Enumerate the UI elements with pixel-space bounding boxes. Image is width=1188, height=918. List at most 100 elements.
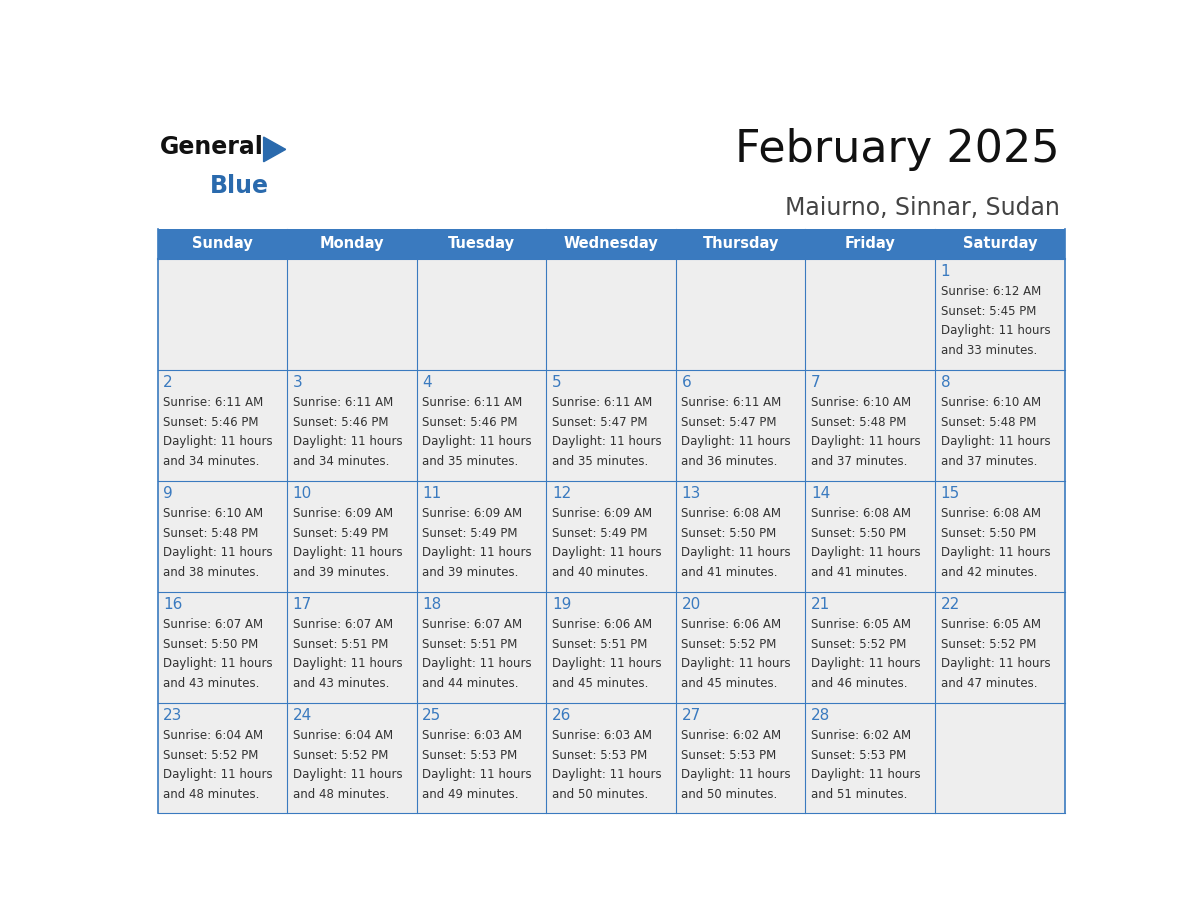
Text: Sunrise: 6:09 AM: Sunrise: 6:09 AM <box>292 508 393 521</box>
Text: and 47 minutes.: and 47 minutes. <box>941 677 1037 689</box>
Text: and 51 minutes.: and 51 minutes. <box>811 788 908 800</box>
Text: Sunrise: 6:11 AM: Sunrise: 6:11 AM <box>163 397 264 409</box>
Text: and 34 minutes.: and 34 minutes. <box>163 454 260 467</box>
Text: Daylight: 11 hours: Daylight: 11 hours <box>941 435 1050 448</box>
Polygon shape <box>264 137 285 162</box>
Text: 10: 10 <box>292 487 312 501</box>
Text: Sunrise: 6:06 AM: Sunrise: 6:06 AM <box>682 618 782 632</box>
Text: 26: 26 <box>552 708 571 723</box>
Bar <box>287 229 417 259</box>
Bar <box>417 702 546 813</box>
Text: Daylight: 11 hours: Daylight: 11 hours <box>163 546 273 559</box>
Text: Daylight: 11 hours: Daylight: 11 hours <box>163 435 273 448</box>
Text: Daylight: 11 hours: Daylight: 11 hours <box>682 768 791 781</box>
Text: Daylight: 11 hours: Daylight: 11 hours <box>811 546 921 559</box>
Text: Sunset: 5:48 PM: Sunset: 5:48 PM <box>811 416 906 429</box>
Text: 14: 14 <box>811 487 830 501</box>
Text: and 39 minutes.: and 39 minutes. <box>423 565 519 578</box>
Text: Sunrise: 6:05 AM: Sunrise: 6:05 AM <box>941 618 1041 632</box>
Text: 1: 1 <box>941 264 950 279</box>
Text: Sunset: 5:52 PM: Sunset: 5:52 PM <box>941 638 1036 651</box>
Text: Daylight: 11 hours: Daylight: 11 hours <box>552 546 662 559</box>
Text: Sunset: 5:46 PM: Sunset: 5:46 PM <box>163 416 259 429</box>
Text: and 42 minutes.: and 42 minutes. <box>941 565 1037 578</box>
Bar <box>935 591 1064 702</box>
Text: Sunrise: 6:09 AM: Sunrise: 6:09 AM <box>552 508 652 521</box>
Text: Sunset: 5:45 PM: Sunset: 5:45 PM <box>941 305 1036 318</box>
Text: Sunset: 5:51 PM: Sunset: 5:51 PM <box>292 638 388 651</box>
Text: Sunset: 5:47 PM: Sunset: 5:47 PM <box>682 416 777 429</box>
Text: Sunset: 5:49 PM: Sunset: 5:49 PM <box>552 527 647 540</box>
Text: 7: 7 <box>811 375 821 390</box>
Bar <box>287 370 417 480</box>
Text: and 45 minutes.: and 45 minutes. <box>552 677 649 689</box>
Text: 24: 24 <box>292 708 312 723</box>
Text: 25: 25 <box>423 708 442 723</box>
Text: Sunrise: 6:10 AM: Sunrise: 6:10 AM <box>941 397 1041 409</box>
Text: Sunrise: 6:05 AM: Sunrise: 6:05 AM <box>811 618 911 632</box>
Text: Sunset: 5:53 PM: Sunset: 5:53 PM <box>682 749 777 762</box>
Text: and 39 minutes.: and 39 minutes. <box>292 565 390 578</box>
Bar <box>676 259 805 370</box>
Text: Saturday: Saturday <box>962 236 1037 252</box>
Text: 27: 27 <box>682 708 701 723</box>
Bar <box>546 229 676 259</box>
Text: Sunset: 5:49 PM: Sunset: 5:49 PM <box>423 527 518 540</box>
Text: Sunrise: 6:02 AM: Sunrise: 6:02 AM <box>682 729 782 743</box>
Bar <box>158 259 287 370</box>
Bar <box>805 480 935 591</box>
Text: Sunrise: 6:10 AM: Sunrise: 6:10 AM <box>811 397 911 409</box>
Text: Tuesday: Tuesday <box>448 236 516 252</box>
Text: Wednesday: Wednesday <box>564 236 658 252</box>
Text: Daylight: 11 hours: Daylight: 11 hours <box>811 657 921 670</box>
Text: 11: 11 <box>423 487 442 501</box>
Bar <box>676 480 805 591</box>
Text: Sunset: 5:50 PM: Sunset: 5:50 PM <box>682 527 777 540</box>
Text: and 50 minutes.: and 50 minutes. <box>552 788 649 800</box>
Text: Daylight: 11 hours: Daylight: 11 hours <box>941 324 1050 337</box>
Text: Daylight: 11 hours: Daylight: 11 hours <box>682 546 791 559</box>
Text: Sunrise: 6:04 AM: Sunrise: 6:04 AM <box>163 729 264 743</box>
Text: Sunrise: 6:09 AM: Sunrise: 6:09 AM <box>423 508 523 521</box>
Bar <box>935 480 1064 591</box>
Text: Sunrise: 6:04 AM: Sunrise: 6:04 AM <box>292 729 393 743</box>
Text: and 43 minutes.: and 43 minutes. <box>292 677 390 689</box>
Text: Sunset: 5:46 PM: Sunset: 5:46 PM <box>423 416 518 429</box>
Text: Daylight: 11 hours: Daylight: 11 hours <box>552 435 662 448</box>
Bar <box>676 702 805 813</box>
Bar <box>805 591 935 702</box>
Text: Daylight: 11 hours: Daylight: 11 hours <box>941 546 1050 559</box>
Text: Daylight: 11 hours: Daylight: 11 hours <box>682 435 791 448</box>
Text: 12: 12 <box>552 487 571 501</box>
Text: Daylight: 11 hours: Daylight: 11 hours <box>552 768 662 781</box>
Text: Maiurno, Sinnar, Sudan: Maiurno, Sinnar, Sudan <box>785 196 1060 220</box>
Text: and 43 minutes.: and 43 minutes. <box>163 677 260 689</box>
Text: and 48 minutes.: and 48 minutes. <box>292 788 390 800</box>
Text: Daylight: 11 hours: Daylight: 11 hours <box>811 435 921 448</box>
Bar <box>158 591 287 702</box>
Text: and 35 minutes.: and 35 minutes. <box>552 454 649 467</box>
Text: General: General <box>159 135 264 159</box>
Text: Daylight: 11 hours: Daylight: 11 hours <box>292 546 403 559</box>
Bar <box>417 591 546 702</box>
Bar <box>935 259 1064 370</box>
Text: Sunset: 5:53 PM: Sunset: 5:53 PM <box>423 749 518 762</box>
Text: Sunset: 5:50 PM: Sunset: 5:50 PM <box>811 527 906 540</box>
Bar <box>158 702 287 813</box>
Text: 15: 15 <box>941 487 960 501</box>
Text: Sunrise: 6:10 AM: Sunrise: 6:10 AM <box>163 508 264 521</box>
Text: Sunrise: 6:07 AM: Sunrise: 6:07 AM <box>423 618 523 632</box>
Text: Sunset: 5:50 PM: Sunset: 5:50 PM <box>941 527 1036 540</box>
Text: Sunrise: 6:11 AM: Sunrise: 6:11 AM <box>682 397 782 409</box>
Text: and 33 minutes.: and 33 minutes. <box>941 343 1037 356</box>
Bar <box>287 591 417 702</box>
Text: Daylight: 11 hours: Daylight: 11 hours <box>423 657 532 670</box>
Bar <box>546 259 676 370</box>
Text: Daylight: 11 hours: Daylight: 11 hours <box>552 657 662 670</box>
Text: 22: 22 <box>941 598 960 612</box>
Text: Daylight: 11 hours: Daylight: 11 hours <box>423 546 532 559</box>
Bar <box>158 229 287 259</box>
Text: and 34 minutes.: and 34 minutes. <box>292 454 390 467</box>
Bar <box>935 702 1064 813</box>
Text: 19: 19 <box>552 598 571 612</box>
